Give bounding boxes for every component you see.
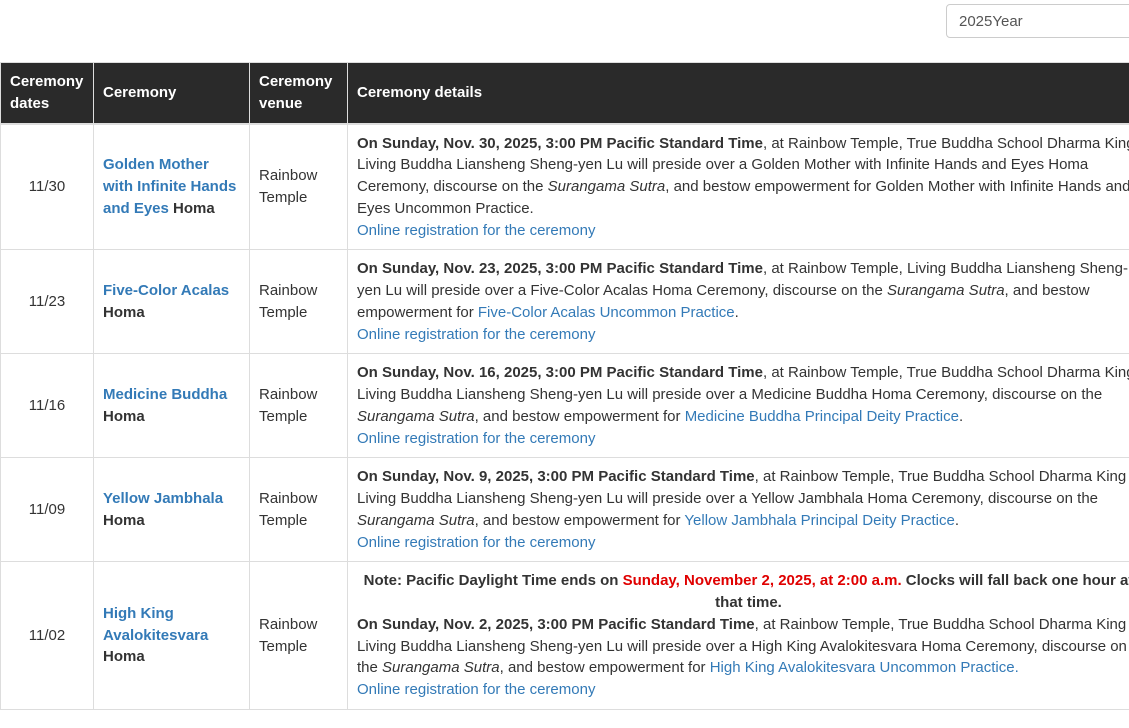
table-row: 11/16 Medicine Buddha Homa Rainbow Temple O… <box>0 353 1129 459</box>
ceremony-name-cell: Yellow Jambhala Homa <box>93 457 250 563</box>
text-run: , at Rainbow Temple, Living Buddha Lians… <box>357 260 1128 299</box>
table-body: 11/30 Golden Mother with Infinite Hands a… <box>0 122 1129 710</box>
text-run: On Sunday, Nov. 30, 2025, 3:00 PM Pacifi… <box>357 134 763 152</box>
text-run: Surangama Sutra <box>886 282 1005 299</box>
text-run: Surangama Sutra <box>357 407 475 425</box>
text-run: Note: Pacific Daylight Time ends on <box>363 572 623 590</box>
text-run: On Sunday, Nov. 23, 2025, 3:00 PM Pacifi… <box>357 260 763 278</box>
text-run: Homa <box>103 511 145 529</box>
text-run: Clocks will fall back one hour at that t… <box>715 572 1129 611</box>
text-run: , at Rainbow Temple, True Buddha School … <box>357 615 1127 677</box>
text-run: , and bestow empowerment for <box>357 282 1090 321</box>
ceremony-date-cell: 11/02 <box>0 561 94 710</box>
practice-link[interactable]: High King Avalokitesvara Uncommon Practi… <box>709 659 1019 677</box>
table-header: Ceremony dates Ceremony Ceremony venue C… <box>0 62 1129 125</box>
text-run: . <box>954 511 959 529</box>
ceremony-details-cell: Note: Pacific Daylight Time ends on Sund… <box>347 561 1129 710</box>
ceremony-venue-cell: Rainbow Temple <box>249 353 348 459</box>
text-run: Homa <box>103 303 145 321</box>
text-run: , at Rainbow Temple, True Buddha School … <box>357 468 1127 507</box>
details-paragraph: On Sunday, Nov. 16, 2025, 3:00 PM Pacifi… <box>357 362 1129 427</box>
details-paragraph: On Sunday, Nov. 23, 2025, 3:00 PM Pacifi… <box>357 258 1129 323</box>
practice-link[interactable]: Medicine Buddha Principal Deity Practice <box>684 407 959 425</box>
header-ceremony: Ceremony <box>93 62 250 125</box>
header-row: Ceremony dates Ceremony Ceremony venue C… <box>0 62 1129 125</box>
text-run: Sunday, November 2, 2025, at 2:00 a.m. <box>622 572 902 590</box>
ceremony-link[interactable]: Yellow Jambhala <box>103 490 224 507</box>
text-run: Surangama Sutra <box>357 511 475 529</box>
text-run: , at Rainbow Temple, True Buddha School … <box>357 134 1129 196</box>
text-run: , and bestow empowerment for Golden Moth… <box>357 178 1129 217</box>
text-run: On Sunday, Nov. 2, 2025, 3:00 PM Pacific… <box>357 615 755 633</box>
ceremony-details-cell: On Sunday, Nov. 16, 2025, 3:00 PM Pacifi… <box>347 353 1129 459</box>
ceremony-link[interactable]: Medicine Buddha <box>103 386 228 403</box>
practice-link[interactable]: Yellow Jambhala Principal Deity Practice <box>684 511 955 529</box>
text-run: Surangama Sutra <box>382 659 500 677</box>
ceremony-date-cell: 11/30 <box>0 122 94 251</box>
ceremony-venue-cell: Rainbow Temple <box>249 457 348 563</box>
header-ceremony-venue: Ceremony venue <box>249 62 348 125</box>
table-row: 11/23 Five-Color Acalas Homa Rainbow Templ… <box>0 249 1129 355</box>
ceremony-link[interactable]: Five-Color Acalas <box>103 282 230 299</box>
ceremony-venue-cell: Rainbow Temple <box>249 122 348 251</box>
ceremony-date-cell: 11/09 <box>0 457 94 563</box>
ceremony-name-cell: Golden Mother with Infinite Hands and Ey… <box>93 122 250 251</box>
table-row: 11/02 High King Avalokitesvara Homa Rainbo… <box>0 561 1129 710</box>
registration-link[interactable]: Online registration for the ceremony <box>357 325 596 343</box>
details-paragraph: Online registration for the ceremony <box>357 532 1129 554</box>
header-ceremony-dates: Ceremony dates <box>0 62 94 125</box>
details-paragraph: On Sunday, Nov. 9, 2025, 3:00 PM Pacific… <box>357 466 1129 531</box>
ceremony-date-cell: 11/16 <box>0 353 94 459</box>
text-run: On Sunday, Nov. 16, 2025, 3:00 PM Pacifi… <box>357 364 763 382</box>
ceremony-details-cell: On Sunday, Nov. 9, 2025, 3:00 PM Pacific… <box>347 457 1129 563</box>
ceremony-details-cell: On Sunday, Nov. 30, 2025, 3:00 PM Pacifi… <box>347 122 1129 251</box>
text-run: , and bestow empowerment for <box>474 407 685 425</box>
year-select[interactable]: 2025Year <box>946 4 1129 38</box>
details-paragraph: Online registration for the ceremony <box>357 220 1129 242</box>
details-paragraph: On Sunday, Nov. 2, 2025, 3:00 PM Pacific… <box>357 614 1129 679</box>
table-row: 11/09 Yellow Jambhala Homa Rainbow Temple O… <box>0 457 1129 563</box>
ceremony-name-cell: High King Avalokitesvara Homa <box>93 561 250 710</box>
text-run: Homa <box>103 648 145 666</box>
registration-link[interactable]: Online registration for the ceremony <box>357 221 596 239</box>
ceremony-link[interactable]: Golden Mother with Infinite Hands and Ey… <box>103 156 237 217</box>
ceremony-date-cell: 11/23 <box>0 249 94 355</box>
text-run: . <box>959 407 964 425</box>
details-paragraph: Online registration for the ceremony <box>357 428 1129 450</box>
registration-link[interactable]: Online registration for the ceremony <box>357 681 596 698</box>
table-row: 11/30 Golden Mother with Infinite Hands a… <box>0 122 1129 251</box>
details-paragraph: Online registration for the ceremony <box>357 324 1129 346</box>
registration-link[interactable]: Online registration for the ceremony <box>357 429 596 447</box>
text-run: On Sunday, Nov. 9, 2025, 3:00 PM Pacific… <box>357 468 755 486</box>
text-run: , at Rainbow Temple, True Buddha School … <box>357 364 1129 403</box>
ceremony-venue-cell: Rainbow Temple <box>249 249 348 355</box>
practice-link[interactable]: Five-Color Acalas Uncommon Practice <box>477 303 735 321</box>
text-run: Homa <box>103 407 145 425</box>
details-paragraph: On Sunday, Nov. 30, 2025, 3:00 PM Pacifi… <box>357 133 1129 220</box>
time-change-note: Note: Pacific Daylight Time ends on Sund… <box>357 570 1129 614</box>
ceremony-venue-cell: Rainbow Temple <box>249 561 348 710</box>
text-run: Surangama Sutra <box>547 178 666 195</box>
text-run: , and bestow empowerment for <box>499 659 710 677</box>
details-paragraph: Online registration for the ceremony <box>357 679 1129 701</box>
text-run: , and bestow empowerment for <box>474 511 685 529</box>
ceremony-details-cell: On Sunday, Nov. 23, 2025, 3:00 PM Pacifi… <box>347 249 1129 355</box>
text-run: . <box>734 303 739 321</box>
header-ceremony-details: Ceremony details <box>347 62 1129 125</box>
registration-link[interactable]: Online registration for the ceremony <box>357 533 596 551</box>
ceremony-name-cell: Five-Color Acalas Homa <box>93 249 250 355</box>
ceremony-name-cell: Medicine Buddha Homa <box>93 353 250 459</box>
ceremony-schedule-table: Ceremony dates Ceremony Ceremony venue C… <box>0 62 1129 710</box>
text-run: Homa <box>168 199 215 217</box>
ceremony-link[interactable]: High King Avalokitesvara <box>103 604 209 644</box>
